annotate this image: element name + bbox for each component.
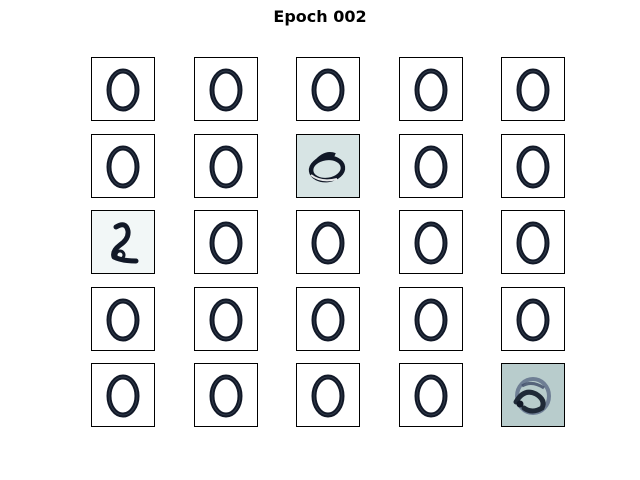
sample-cell-r3-c1: [91, 210, 155, 274]
digit-sample-image: [92, 211, 154, 273]
digit-sample-image: [195, 364, 257, 426]
sample-cell-r5-c3: [296, 363, 360, 427]
sample-cell-r1-c5: [501, 57, 565, 121]
digit-sample-image: [195, 135, 257, 197]
sample-cell-r5-c2: [194, 363, 258, 427]
sample-cell-r4-c3: [296, 287, 360, 351]
sample-cell-r2-c1: [91, 134, 155, 198]
sample-cell-r5-c4: [399, 363, 463, 427]
sample-cell-r2-c3: [296, 134, 360, 198]
sample-cell-r2-c2: [194, 134, 258, 198]
sample-cell-r3-c4: [399, 210, 463, 274]
digit-sample-image: [195, 58, 257, 120]
sample-cell-r1-c4: [399, 57, 463, 121]
sample-cell-r3-c3: [296, 210, 360, 274]
sample-grid: [91, 57, 566, 428]
digit-sample-image: [400, 288, 462, 350]
digit-sample-image: [400, 211, 462, 273]
sample-cell-r5-c1: [91, 363, 155, 427]
sample-cell-r2-c4: [399, 134, 463, 198]
sample-cell-r5-c5: [501, 363, 565, 427]
sample-cell-r1-c2: [194, 57, 258, 121]
digit-sample-image: [502, 58, 564, 120]
digit-sample-image: [297, 211, 359, 273]
digit-sample-image: [502, 211, 564, 273]
digit-sample-image: [195, 288, 257, 350]
digit-sample-image: [502, 288, 564, 350]
digit-sample-image: [502, 364, 564, 426]
sample-cell-r1-c1: [91, 57, 155, 121]
digit-sample-image: [92, 135, 154, 197]
digit-sample-image: [195, 211, 257, 273]
digit-sample-image: [92, 288, 154, 350]
digit-sample-image: [297, 135, 359, 197]
figure-title: Epoch 002: [273, 7, 367, 26]
digit-sample-image: [297, 288, 359, 350]
sample-cell-r4-c2: [194, 287, 258, 351]
sample-cell-r4-c1: [91, 287, 155, 351]
digit-sample-image: [502, 135, 564, 197]
sample-cell-r4-c4: [399, 287, 463, 351]
digit-sample-image: [400, 364, 462, 426]
sample-cell-r3-c5: [501, 210, 565, 274]
digit-sample-image: [400, 135, 462, 197]
digit-sample-image: [92, 364, 154, 426]
sample-cell-r4-c5: [501, 287, 565, 351]
digit-sample-image: [400, 58, 462, 120]
digit-sample-image: [297, 364, 359, 426]
digit-sample-image: [92, 58, 154, 120]
sample-cell-r1-c3: [296, 57, 360, 121]
digit-sample-image: [297, 58, 359, 120]
sample-cell-r2-c5: [501, 134, 565, 198]
sample-cell-r3-c2: [194, 210, 258, 274]
